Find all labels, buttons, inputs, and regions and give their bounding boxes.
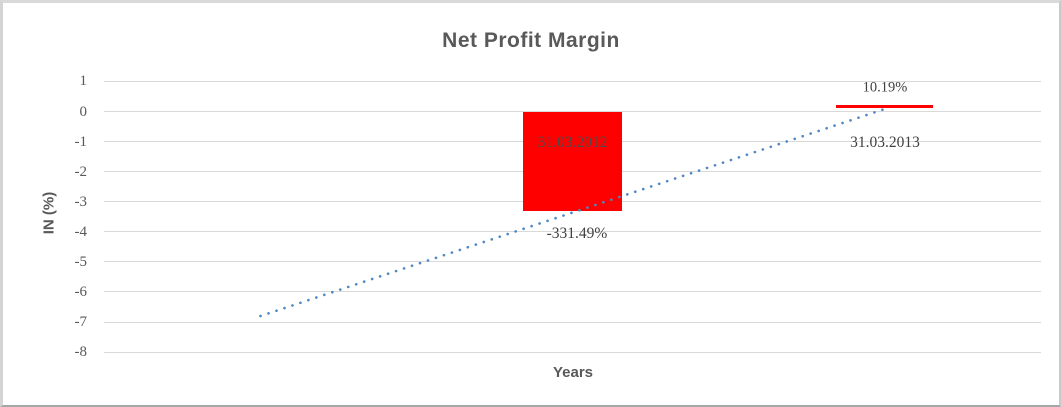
category-label-2012: 31.03.2012 [537, 133, 608, 151]
y-tick-label: -4 [74, 223, 88, 240]
y-tick-label: -8 [74, 344, 88, 361]
y-tick-label: 0 [79, 103, 88, 120]
gridline [104, 261, 1041, 263]
chart-title: Net Profit Margin [442, 29, 620, 52]
gridline [104, 351, 1041, 353]
gridline [104, 80, 1041, 82]
y-tick-label: -3 [74, 193, 88, 210]
y-tick-label: -6 [74, 283, 88, 300]
y-tick-label: -2 [74, 163, 88, 180]
y-tick-label: -5 [74, 253, 88, 270]
category-label-2013: 31.03.2013 [850, 133, 920, 151]
gridline [104, 321, 1041, 323]
y-tick-label: -7 [74, 314, 88, 331]
x-axis-title: Years [552, 364, 594, 381]
y-axis-title: IN (%) [40, 191, 58, 235]
bar-31.03.2013 [836, 105, 933, 109]
value-label-2012: -331.49% [546, 225, 608, 242]
bar-31.03.2012 [523, 111, 622, 212]
y-tick-label: -1 [74, 133, 88, 150]
y-tick-label: 1 [79, 73, 88, 90]
gridline [104, 291, 1041, 293]
value-label-2013: 10.19% [862, 79, 908, 96]
